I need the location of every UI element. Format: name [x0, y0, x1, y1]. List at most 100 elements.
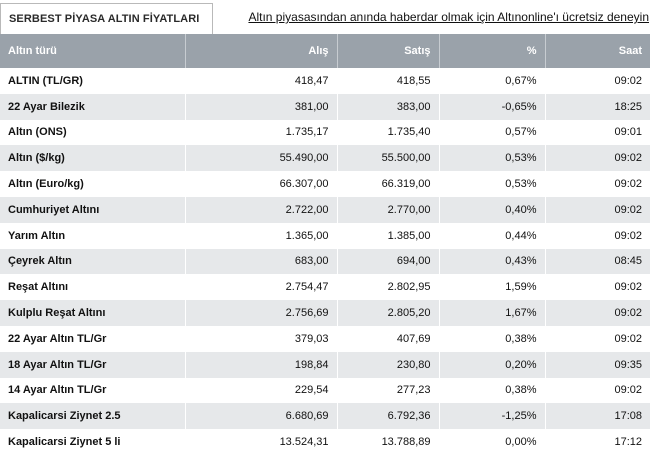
cell-buy-price: 2.754,47 [185, 274, 338, 301]
cell-time: 09:35 [545, 351, 650, 378]
cell-buy-price: 55.490,00 [185, 145, 338, 172]
table-row[interactable]: Altın (ONS) 1.735,17 1.735,40 0,57% 09:01 [0, 119, 650, 146]
tab-serbest-piyasa[interactable]: SERBEST PİYASA ALTIN FİYATLARI [0, 3, 213, 34]
cell-time: 09:02 [614, 332, 642, 345]
cell-gold-type: Reşat Altını [0, 274, 186, 301]
cell-sell-price: 407,69 [337, 325, 440, 352]
table-row[interactable]: 22 Ayar Bilezik 381,00 383,00 -0,65% 18:25 [0, 93, 650, 120]
column-header-satis[interactable]: Satış [337, 34, 440, 68]
table-row[interactable]: Kulplu Reşat Altını 2.756,69 2.805,20 1,67%… [0, 300, 650, 326]
cell-buy-price: 1.365,00 [185, 222, 338, 249]
cell-sell-price: 418,55 [337, 68, 440, 94]
cell-buy-price: 2.756,69 [185, 300, 338, 326]
table-body: ALTIN (TL/GR) 418,47 418,55 0,67% 09:02 22 Ay… [0, 68, 650, 455]
promo-link[interactable]: Altın piyasasından anında haberdar olmak… [248, 10, 649, 24]
cell-sell-price: 2.805,20 [337, 300, 440, 326]
cell-change-percent: -0,65% [439, 93, 546, 120]
table-row[interactable]: Kapalicarsi Ziynet 2.5 6.680,69 6.792,36 -1… [0, 403, 650, 430]
cell-sell-price: 694,00 [337, 248, 440, 275]
cell-sell-price: 2.770,00 [337, 196, 440, 223]
cell-time: 09:02 [614, 281, 642, 294]
gold-price-table: Altın türü Alış Satış % Saat ALTIN (TL/G… [0, 34, 650, 455]
cell-sell-price: 230,80 [337, 351, 440, 378]
cell-change-percent: 0,00% [439, 429, 546, 455]
cell-buy-price: 381,00 [185, 93, 338, 120]
cell-gold-type: Kapalicarsi Ziynet 5 li [0, 429, 186, 455]
cell-gold-type: Kapalicarsi Ziynet 2.5 [0, 403, 186, 430]
cell-gold-type: 22 Ayar Bilezik [0, 93, 186, 120]
cell-time: 09:02 [545, 300, 650, 326]
table-row[interactable]: 14 Ayar Altın TL/Gr 229,54 277,23 0,38% 09:0… [0, 377, 650, 404]
cell-time: 09:02 [614, 384, 642, 397]
table-row[interactable]: Altın (Euro/kg) 66.307,00 66.319,00 0,53% 09… [0, 171, 650, 197]
cell-buy-price: 198,84 [185, 351, 338, 378]
table-row[interactable]: Kapalicarsi Ziynet 5 li 13.524,31 13.788,8… [0, 429, 650, 455]
cell-change-percent: 1,59% [439, 274, 546, 301]
cell-change-percent: 0,57% [439, 119, 546, 146]
cell-time: 09:02 [614, 229, 642, 242]
cell-time: 09:01 [614, 126, 642, 139]
cell-time: 09:02 [545, 145, 650, 172]
cell-sell-price: 2.802,95 [337, 274, 440, 301]
cell-time: 17:12 [614, 436, 642, 449]
column-header-percent[interactable]: % [439, 34, 546, 68]
cell-gold-type: 14 Ayar Altın TL/Gr [0, 377, 186, 404]
cell-buy-price: 66.307,00 [185, 171, 338, 197]
cell-gold-type: Kulplu Reşat Altını [0, 300, 186, 326]
table-row[interactable]: Çeyrek Altın 683,00 694,00 0,43% 08:45 [0, 248, 650, 275]
cell-change-percent: 0,20% [439, 351, 546, 378]
cell-sell-price: 6.792,36 [337, 403, 440, 430]
cell-buy-price: 13.524,31 [185, 429, 338, 455]
column-header-saat[interactable]: Saat [545, 34, 650, 68]
cell-sell-price: 13.788,89 [337, 429, 440, 455]
cell-time: 09:02 [545, 196, 650, 223]
cell-gold-type: Yarım Altın [0, 222, 186, 249]
cell-sell-price: 66.319,00 [337, 171, 440, 197]
cell-sell-price: 277,23 [337, 377, 440, 404]
cell-buy-price: 683,00 [185, 248, 338, 275]
cell-change-percent: 0,38% [439, 325, 546, 352]
cell-time: 18:25 [545, 93, 650, 120]
cell-change-percent: 0,67% [439, 68, 546, 94]
cell-change-percent: 0,53% [439, 171, 546, 197]
cell-change-percent: 0,44% [439, 222, 546, 249]
cell-change-percent: -1,25% [439, 403, 546, 430]
cell-sell-price: 383,00 [337, 93, 440, 120]
cell-gold-type: Cumhuriyet Altını [0, 196, 186, 223]
cell-gold-type: Altın (Euro/kg) [0, 171, 186, 197]
table-row[interactable]: 18 Ayar Altın TL/Gr 198,84 230,80 0,20% 09:3… [0, 351, 650, 378]
cell-buy-price: 379,03 [185, 325, 338, 352]
table-row[interactable]: Yarım Altın 1.365,00 1.385,00 0,44% 09:02 [0, 222, 650, 249]
cell-change-percent: 0,43% [439, 248, 546, 275]
cell-sell-price: 1.735,40 [337, 119, 440, 146]
cell-gold-type: Altın ($/kg) [0, 145, 186, 172]
cell-change-percent: 0,38% [439, 377, 546, 404]
cell-sell-price: 55.500,00 [337, 145, 440, 172]
cell-time: 09:02 [614, 74, 642, 87]
cell-sell-price: 1.385,00 [337, 222, 440, 249]
cell-buy-price: 1.735,17 [185, 119, 338, 146]
cell-buy-price: 229,54 [185, 377, 338, 404]
top-bar: SERBEST PİYASA ALTIN FİYATLARI Altın piy… [0, 0, 653, 36]
cell-buy-price: 2.722,00 [185, 196, 338, 223]
cell-buy-price: 418,47 [185, 68, 338, 94]
cell-time: 09:02 [614, 178, 642, 191]
cell-time: 08:45 [545, 248, 650, 275]
cell-change-percent: 0,40% [439, 196, 546, 223]
cell-gold-type: 18 Ayar Altın TL/Gr [0, 351, 186, 378]
cell-time: 17:08 [545, 403, 650, 430]
cell-gold-type: ALTIN (TL/GR) [0, 68, 186, 94]
table-row[interactable]: Reşat Altını 2.754,47 2.802,95 1,59% 09:02 [0, 274, 650, 301]
table-row[interactable]: Altın ($/kg) 55.490,00 55.500,00 0,53% 09:02 [0, 145, 650, 172]
column-header-alis[interactable]: Alış [185, 34, 338, 68]
cell-change-percent: 1,67% [439, 300, 546, 326]
cell-change-percent: 0,53% [439, 145, 546, 172]
table-row[interactable]: Cumhuriyet Altını 2.722,00 2.770,00 0,40% 09… [0, 196, 650, 223]
column-header-altin-turu[interactable]: Altın türü [0, 34, 186, 68]
table-row[interactable]: ALTIN (TL/GR) 418,47 418,55 0,67% 09:02 [0, 68, 650, 94]
table-row[interactable]: 22 Ayar Altın TL/Gr 379,03 407,69 0,38% 09:0… [0, 325, 650, 352]
table-header-row: Altın türü Alış Satış % Saat [0, 34, 650, 68]
cell-gold-type: Çeyrek Altın [0, 248, 186, 275]
cell-gold-type: Altın (ONS) [0, 119, 186, 146]
cell-gold-type: 22 Ayar Altın TL/Gr [0, 325, 186, 352]
